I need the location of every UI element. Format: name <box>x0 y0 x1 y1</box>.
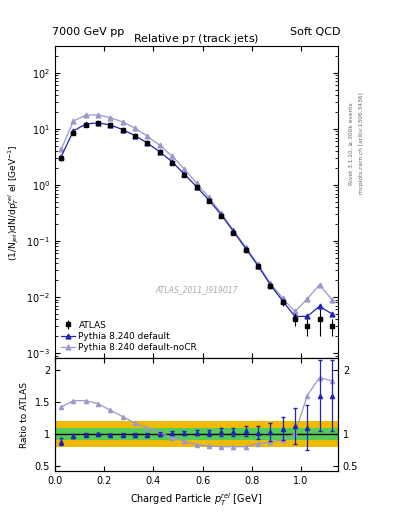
Pythia 8.240 default <box>194 184 199 190</box>
Pythia 8.240 default-noCR <box>206 194 211 200</box>
Pythia 8.240 default <box>206 197 211 203</box>
Line: Pythia 8.240 default-noCR: Pythia 8.240 default-noCR <box>59 112 334 314</box>
Pythia 8.240 default-noCR <box>256 262 261 268</box>
Text: mcplots.cern.ch [arXiv:1306.3436]: mcplots.cern.ch [arXiv:1306.3436] <box>359 93 364 194</box>
Pythia 8.240 default-noCR <box>329 296 334 303</box>
Pythia 8.240 default <box>145 140 150 146</box>
Pythia 8.240 default-noCR <box>59 146 64 153</box>
Pythia 8.240 default-noCR <box>280 295 285 301</box>
Pythia 8.240 default <box>108 122 113 128</box>
Text: ATLAS_2011_I919017: ATLAS_2011_I919017 <box>155 285 238 294</box>
Pythia 8.240 default <box>231 228 236 234</box>
Pythia 8.240 default <box>256 263 261 269</box>
Pythia 8.240 default <box>71 128 76 134</box>
Pythia 8.240 default <box>305 313 310 319</box>
Line: Pythia 8.240 default: Pythia 8.240 default <box>59 120 334 319</box>
Pythia 8.240 default <box>132 133 137 139</box>
Pythia 8.240 default-noCR <box>231 227 236 233</box>
Text: 7000 GeV pp: 7000 GeV pp <box>52 27 125 37</box>
Pythia 8.240 default-noCR <box>169 153 174 159</box>
Pythia 8.240 default <box>317 303 322 309</box>
Pythia 8.240 default <box>169 159 174 165</box>
Pythia 8.240 default-noCR <box>157 142 162 148</box>
Pythia 8.240 default <box>329 311 334 317</box>
Pythia 8.240 default-noCR <box>120 119 125 125</box>
Text: Rivet 3.1.10, ≥ 300k events: Rivet 3.1.10, ≥ 300k events <box>349 102 354 185</box>
Pythia 8.240 default-noCR <box>182 165 187 172</box>
Pythia 8.240 default <box>292 313 297 319</box>
Pythia 8.240 default-noCR <box>108 115 113 121</box>
Pythia 8.240 default-noCR <box>132 125 137 131</box>
Pythia 8.240 default <box>157 148 162 155</box>
Y-axis label: Ratio to ATLAS: Ratio to ATLAS <box>20 382 29 447</box>
Pythia 8.240 default <box>59 154 64 160</box>
Pythia 8.240 default <box>182 171 187 177</box>
Pythia 8.240 default <box>83 121 88 127</box>
Pythia 8.240 default-noCR <box>292 308 297 314</box>
Title: Relative p$_{T}$ (track jets): Relative p$_{T}$ (track jets) <box>133 32 260 46</box>
Pythia 8.240 default-noCR <box>219 210 224 217</box>
Legend: ATLAS, Pythia 8.240 default, Pythia 8.240 default-noCR: ATLAS, Pythia 8.240 default, Pythia 8.24… <box>59 319 199 354</box>
Pythia 8.240 default-noCR <box>317 282 322 288</box>
Y-axis label: (1/N$_{jet}$)dN/dp$^{rel}_{T}$ el [GeV$^{-1}$]: (1/N$_{jet}$)dN/dp$^{rel}_{T}$ el [GeV$^… <box>6 144 20 261</box>
Pythia 8.240 default-noCR <box>243 244 248 250</box>
Pythia 8.240 default <box>280 298 285 304</box>
Pythia 8.240 default-noCR <box>71 118 76 124</box>
Text: Soft QCD: Soft QCD <box>290 27 341 37</box>
Pythia 8.240 default-noCR <box>96 112 101 118</box>
Pythia 8.240 default <box>243 245 248 251</box>
X-axis label: Charged Particle $p^{rel}_{T}$ [GeV]: Charged Particle $p^{rel}_{T}$ [GeV] <box>130 492 263 508</box>
Pythia 8.240 default <box>96 120 101 126</box>
Pythia 8.240 default-noCR <box>268 280 273 286</box>
Pythia 8.240 default-noCR <box>83 112 88 118</box>
Pythia 8.240 default-noCR <box>145 133 150 139</box>
Pythia 8.240 default-noCR <box>305 296 310 302</box>
Pythia 8.240 default-noCR <box>194 180 199 186</box>
Pythia 8.240 default <box>120 126 125 133</box>
Pythia 8.240 default <box>219 211 224 218</box>
Pythia 8.240 default <box>268 282 273 288</box>
